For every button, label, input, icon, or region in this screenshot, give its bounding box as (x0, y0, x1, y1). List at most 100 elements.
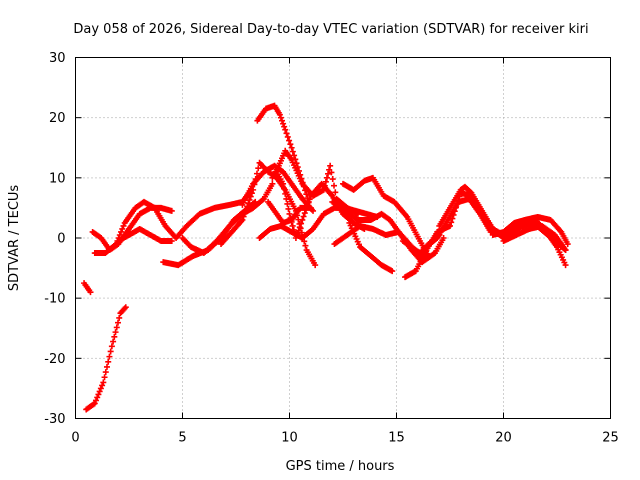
data-point (283, 130, 290, 137)
data-point (307, 204, 314, 211)
data-point (111, 333, 118, 340)
data-point (105, 358, 112, 365)
data-point (107, 348, 114, 355)
data-point (283, 195, 290, 202)
series-track-13 (265, 198, 314, 226)
data-point (87, 289, 94, 296)
data-point (276, 111, 283, 118)
data-point (96, 388, 103, 395)
data-point (425, 253, 432, 260)
data-point (101, 374, 108, 381)
series-track-14 (256, 204, 381, 241)
data-point (281, 123, 288, 130)
data-point (329, 176, 336, 183)
data-point (280, 180, 287, 187)
data-point (111, 242, 118, 249)
data-point (564, 241, 571, 248)
data-point (332, 189, 339, 196)
data-point (467, 188, 474, 195)
data-point (269, 180, 276, 187)
data-point (282, 190, 289, 197)
data-point (287, 141, 294, 148)
data-point (239, 216, 246, 223)
data-point (312, 262, 319, 269)
series-track-2 (83, 304, 129, 413)
data-point (300, 213, 307, 220)
x-tick-label: 15 (388, 431, 405, 446)
data-point (255, 165, 262, 172)
data-point (253, 170, 260, 177)
data-point (259, 196, 266, 203)
data-point (310, 207, 317, 214)
data-point (106, 353, 113, 360)
data-point (103, 363, 110, 370)
series-track-22 (436, 183, 569, 269)
x-tick-label: 0 (71, 431, 79, 446)
data-point (302, 242, 309, 249)
data-point (299, 216, 306, 223)
data-point (295, 227, 302, 234)
x-tick-label: 20 (495, 431, 512, 446)
data-point (120, 222, 127, 229)
data-point (325, 170, 332, 177)
data-point (279, 117, 286, 124)
data-point (562, 262, 569, 269)
data-point (322, 178, 329, 185)
data-point (284, 200, 291, 207)
chart-title: Day 058 of 2026, Sidereal Day-to-day VTE… (73, 22, 588, 37)
data-point (280, 120, 287, 127)
data-point (328, 169, 335, 176)
data-point (116, 231, 123, 238)
data-point (285, 205, 292, 212)
y-axis-label: SDTVAR / TECUs (7, 185, 22, 292)
data-point (118, 228, 125, 235)
y-tick-label: -10 (44, 292, 65, 307)
data-point (286, 137, 293, 144)
data-point (102, 369, 109, 376)
series-track-4 (91, 186, 254, 257)
series-track-5 (115, 225, 175, 245)
data-point (119, 225, 126, 232)
data-point (296, 224, 303, 231)
data-point (247, 193, 254, 200)
data-point (97, 385, 104, 392)
tick-layer: 0 5 10 15 20 25 -30 -20 -10 0 10 20 30 (44, 51, 619, 446)
data-point (447, 222, 453, 229)
series-track-21 (423, 195, 569, 254)
data-point (291, 152, 298, 159)
x-tick-label: 5 (178, 431, 186, 446)
data-point (289, 222, 296, 229)
data-point (242, 206, 249, 213)
data-point (286, 210, 293, 217)
y-tick-label: 20 (49, 111, 66, 126)
series-track-7 (179, 180, 276, 257)
data-point (281, 185, 288, 192)
data-point (112, 329, 119, 336)
data-point (108, 343, 115, 350)
series-track-23 (489, 213, 571, 248)
y-tick-label: -20 (44, 352, 65, 367)
x-axis-label: GPS time / hours (286, 459, 395, 474)
data-point (440, 235, 447, 241)
x-tick-label: 10 (281, 431, 298, 446)
series-track-18 (346, 219, 396, 275)
x-tick-label: 25 (602, 431, 619, 446)
data-layer (81, 102, 571, 413)
data-point (113, 241, 120, 248)
data-point (244, 203, 251, 210)
data-point (277, 114, 284, 121)
data-point (95, 391, 102, 398)
data-point (327, 162, 334, 169)
data-point (305, 199, 312, 206)
data-point (284, 133, 291, 140)
data-point (240, 213, 247, 220)
data-point (114, 319, 121, 326)
data-point (562, 247, 569, 254)
data-point (282, 126, 289, 133)
data-point (306, 196, 313, 203)
data-point (288, 144, 295, 151)
data-point (432, 236, 439, 243)
data-point (94, 394, 101, 401)
data-point (389, 268, 396, 275)
data-point (331, 182, 338, 189)
